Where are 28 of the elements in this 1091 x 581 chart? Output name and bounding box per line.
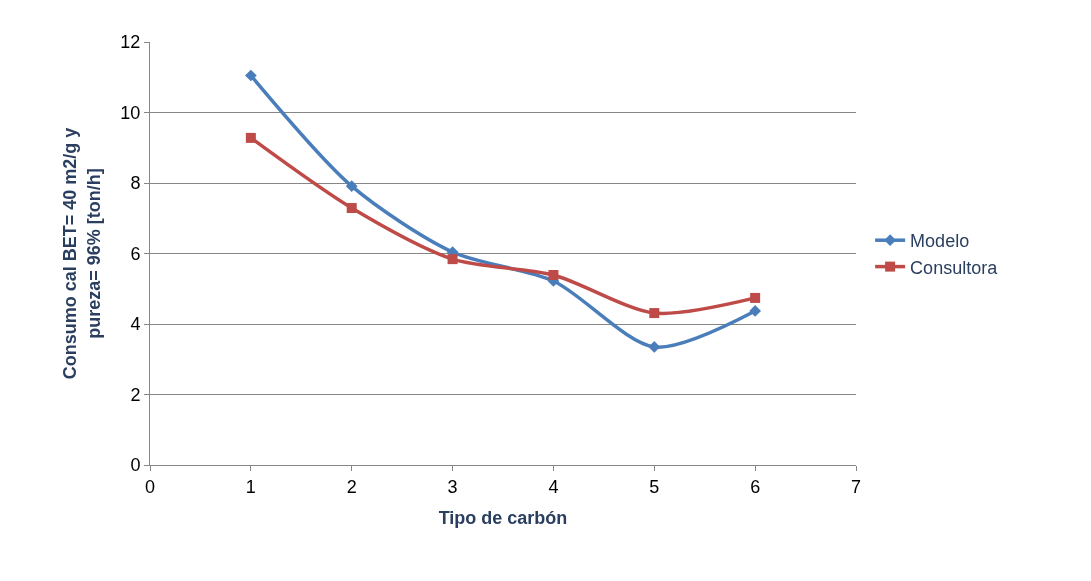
point [345, 180, 358, 193]
y-tick-label: 2 [130, 384, 141, 405]
y-tick-label: 12 [120, 32, 141, 53]
y-tick-label: 0 [130, 455, 141, 476]
x-tick-label: 6 [750, 476, 761, 497]
point [649, 308, 660, 319]
legend-label: Modelo [910, 231, 970, 252]
y-tick-label: 10 [120, 102, 141, 123]
legend-label: Consultora [910, 257, 999, 278]
point [245, 69, 257, 82]
point [346, 203, 357, 214]
x-tick-label: 2 [346, 476, 357, 497]
y-tick-label: 4 [130, 314, 141, 335]
point [447, 254, 458, 265]
point [749, 305, 761, 317]
y-tick-label: 6 [130, 243, 141, 264]
point [548, 270, 559, 280]
x-tick-label: 4 [548, 476, 559, 497]
x-tick-label: 7 [850, 476, 862, 497]
point [245, 132, 256, 143]
x-axis-title: Tipo de carbón [438, 507, 568, 528]
x-tick-label: 0 [144, 476, 156, 497]
x-tick-label: 1 [245, 476, 256, 497]
x-tick-label: 5 [649, 476, 660, 497]
y-axis-title: Consumo cal BET= 40 m2/g y pureza= 96% [ton/h] [60, 127, 104, 380]
x-tick-label: 3 [447, 476, 458, 497]
point [750, 292, 761, 303]
y-tick-label: 8 [130, 173, 141, 194]
